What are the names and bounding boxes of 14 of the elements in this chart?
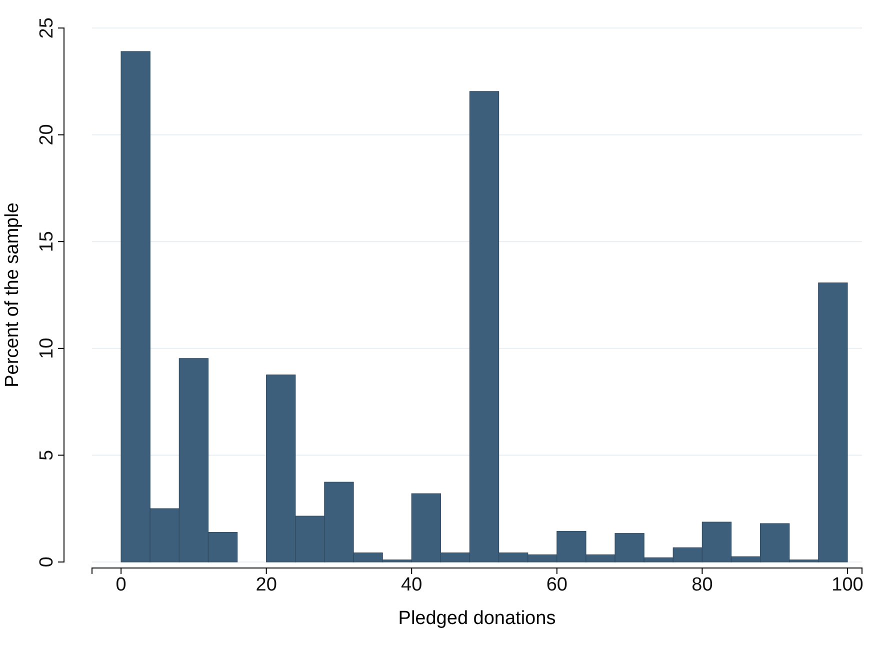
x-tick-label: 60: [546, 574, 568, 596]
y-tick-label: 25: [36, 17, 58, 39]
x-axis-title: Pledged donations: [398, 608, 556, 629]
y-tick-label: 15: [36, 231, 58, 252]
y-tick-label: 5: [36, 450, 58, 460]
x-tick-label: 100: [832, 574, 864, 596]
y-tick-label: 10: [36, 338, 58, 359]
y-tick-label: 0: [36, 556, 58, 568]
y-tick-label: 20: [36, 124, 58, 146]
x-tick-label: 0: [116, 574, 126, 596]
x-tick-label: 20: [256, 574, 277, 596]
x-tick-label: 80: [692, 574, 713, 596]
y-axis-title: Percent of the sample: [2, 202, 23, 388]
x-tick-label: 40: [401, 574, 422, 596]
